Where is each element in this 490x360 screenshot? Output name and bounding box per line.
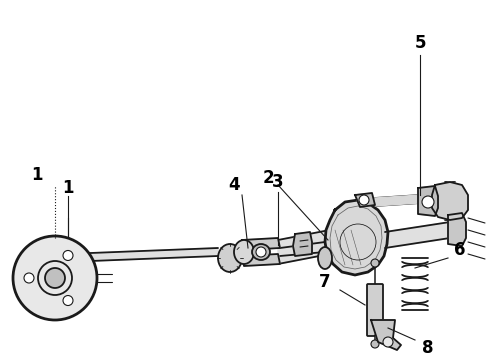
Ellipse shape [234,240,254,264]
Polygon shape [432,182,468,220]
Circle shape [45,268,65,288]
Circle shape [371,340,379,348]
Polygon shape [375,195,420,206]
Circle shape [383,337,393,347]
Text: 4: 4 [228,176,240,194]
Ellipse shape [218,244,242,272]
FancyBboxPatch shape [367,284,383,336]
Text: 1: 1 [31,166,43,184]
Text: 7: 7 [319,273,331,291]
Polygon shape [371,320,401,350]
Polygon shape [355,193,375,207]
Circle shape [63,251,73,261]
Polygon shape [418,186,438,216]
Polygon shape [293,232,312,256]
Circle shape [24,273,34,283]
Polygon shape [325,200,388,275]
Polygon shape [280,242,325,256]
Circle shape [359,195,369,205]
Text: 5: 5 [414,34,426,52]
Polygon shape [448,213,466,246]
Text: 8: 8 [422,339,434,357]
Text: 1: 1 [62,179,74,197]
Circle shape [371,259,379,267]
Text: 3: 3 [272,173,284,191]
Text: 2: 2 [262,169,274,187]
Ellipse shape [252,244,270,260]
Circle shape [422,196,434,208]
Circle shape [256,247,266,257]
Polygon shape [40,248,218,263]
Polygon shape [278,228,340,264]
Ellipse shape [318,247,332,269]
Circle shape [13,236,97,320]
Text: 6: 6 [454,241,466,259]
Polygon shape [385,222,450,248]
Polygon shape [242,238,280,250]
Circle shape [63,296,73,306]
Polygon shape [242,254,280,266]
